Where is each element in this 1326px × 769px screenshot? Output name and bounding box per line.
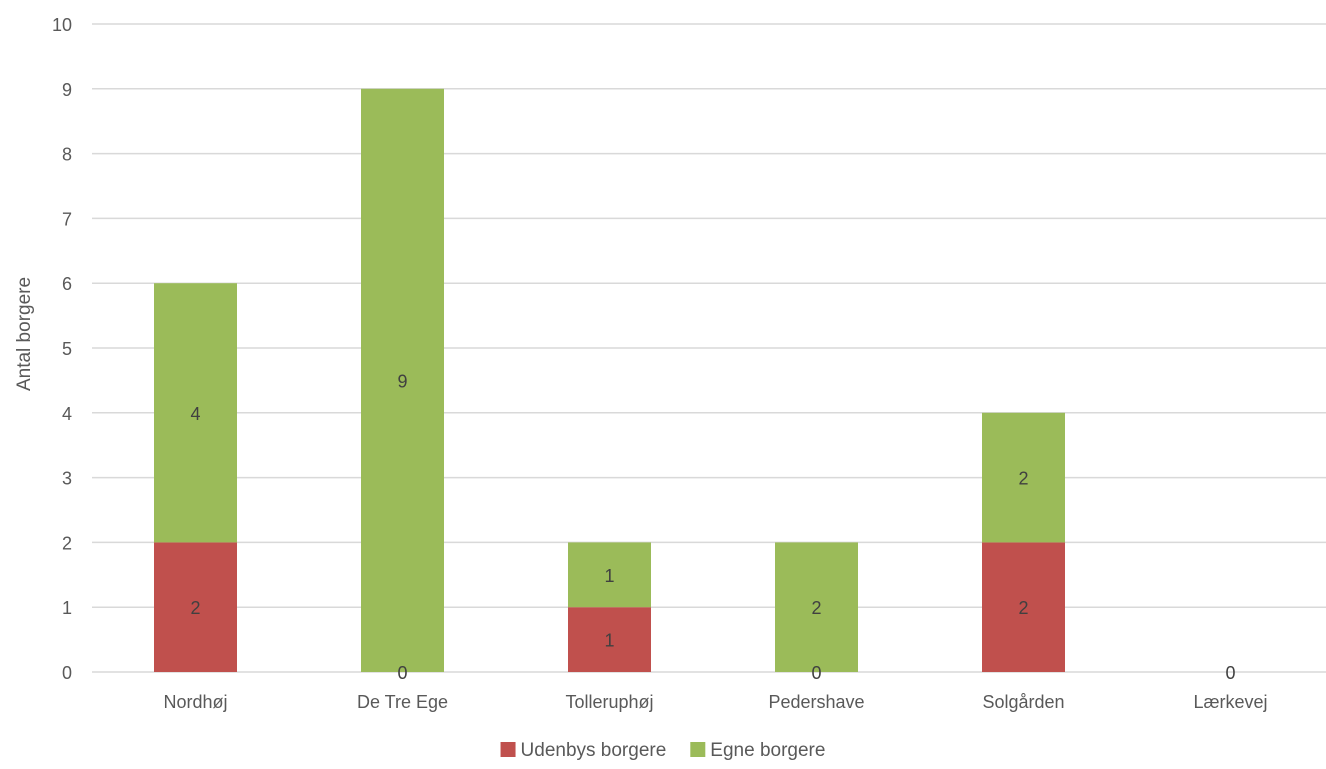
y-tick-label: 9 [62,80,72,100]
y-tick-label: 7 [62,209,72,229]
bar-egne-borgere-nordhøj [154,283,237,543]
y-tick-label: 2 [62,533,72,553]
legend-swatch [690,742,706,757]
y-tick-label: 4 [62,404,72,424]
x-tick-label: Solgården [982,692,1064,712]
legend-label: Egne borgere [710,740,825,761]
bar-egne-borgere-tolleruphøj [568,542,651,608]
y-tick-label: 6 [62,274,72,294]
y-tick-label: 3 [62,469,72,489]
y-axis-title: Antal borgere [14,277,35,391]
x-axis-tick-labels: Nordhøj De Tre Ege Tolleruphøj Pedershave So… [163,692,1267,712]
legend-item-egne-borgere: Egne borgere [690,740,825,761]
bar-udenbys-borgere-tolleruphøj [568,607,651,672]
legend: Udenbys borgere Egne borgere [500,740,825,761]
y-tick-label: 5 [62,339,72,359]
data-label: 2 [1018,469,1028,489]
data-label: 2 [811,598,821,618]
data-label: 4 [190,404,200,424]
bar-egne-borgere-de-tre-ege [361,88,444,673]
data-label: 1 [604,631,614,651]
x-tick-label: Tolleruphøj [565,692,653,712]
data-label: 0 [397,663,407,683]
y-tick-label: 10 [52,15,72,35]
data-label: 2 [190,598,200,618]
data-label: 0 [1225,663,1235,683]
y-axis-tick-labels: 0 1 2 3 4 5 6 7 8 9 10 [52,15,72,683]
x-tick-label: Pedershave [768,692,864,712]
y-tick-label: 8 [62,145,72,165]
y-tick-label: 1 [62,598,72,618]
gridlines [92,23,1326,673]
y-tick-label: 0 [62,663,72,683]
legend-item-udenbys-borgere: Udenbys borgere [500,740,667,761]
bar-egne-borgere-solgården [982,412,1065,543]
bar-egne-borgere-pedershave [775,542,858,672]
data-labels: 2 4 0 9 1 1 0 2 2 2 0 [190,371,1235,683]
data-label: 0 [811,663,821,683]
x-tick-label: De Tre Ege [357,692,448,712]
data-label: 9 [397,371,407,391]
legend-swatch [500,742,516,757]
x-tick-label: Nordhøj [163,692,227,712]
x-tick-label: Lærkevej [1193,692,1267,712]
bar-udenbys-borgere-solgården [982,542,1065,672]
bar-udenbys-borgere-nordhøj [154,542,237,672]
bars [154,88,1065,673]
legend-label: Udenbys borgere [521,740,667,761]
data-label: 1 [604,566,614,586]
data-label: 2 [1018,598,1028,618]
